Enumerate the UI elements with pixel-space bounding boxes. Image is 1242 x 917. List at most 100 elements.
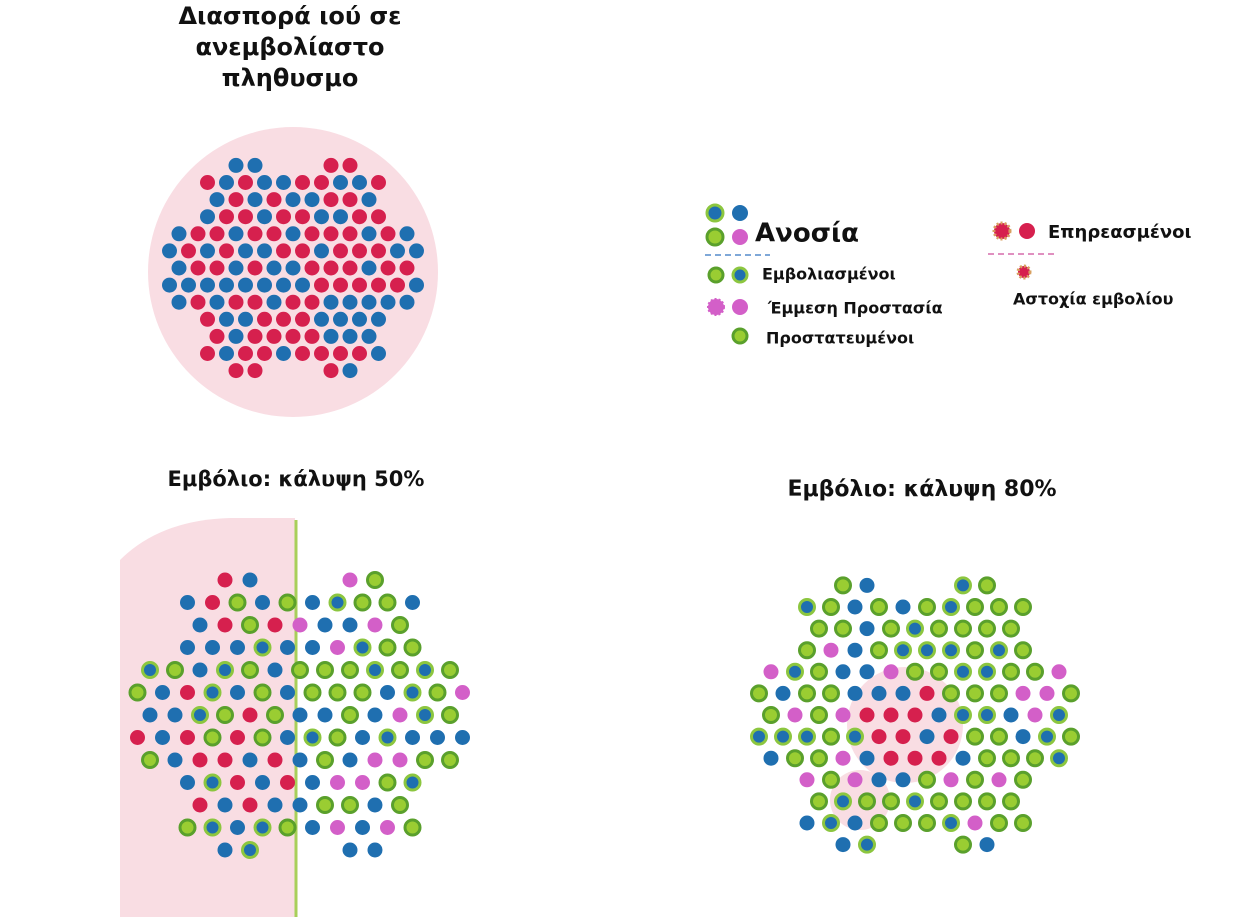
person-dot: [810, 662, 828, 681]
person-dot: [847, 685, 863, 701]
person-dot: [292, 797, 308, 813]
person-dot: [314, 311, 329, 327]
person-dot: [180, 685, 195, 700]
legend-heading: Επηρεασμένοι: [1048, 222, 1192, 243]
person-dot: [203, 683, 222, 702]
person-dot: [342, 328, 358, 344]
person-dot: [786, 749, 804, 768]
panel-title: πληθυσμο: [222, 64, 359, 92]
person-dot: [316, 661, 334, 679]
person-dot: [403, 773, 422, 792]
person-dot: [894, 641, 912, 660]
person-dot: [762, 706, 780, 724]
person-dot: [371, 311, 386, 327]
person-dot: [205, 640, 220, 655]
person-dot: [291, 661, 309, 679]
person-dot: [409, 277, 424, 293]
person-dot: [180, 730, 195, 745]
person-dot: [242, 752, 258, 768]
person-dot: [280, 775, 295, 790]
person-dot: [171, 226, 187, 242]
person-dot: [333, 346, 348, 361]
person-dot: [942, 598, 960, 616]
person-dot: [966, 727, 984, 746]
person-dot: [391, 796, 409, 814]
person-dot: [341, 796, 359, 814]
person-dot: [409, 243, 424, 259]
person-dot: [181, 277, 196, 293]
person-dot: [942, 641, 960, 660]
person-dot: [367, 797, 383, 813]
person-dot: [155, 685, 170, 700]
person-dot: [328, 728, 347, 747]
person-dot: [253, 728, 272, 747]
person-dot: [882, 619, 900, 638]
person-dot: [266, 294, 282, 310]
person-dot: [835, 664, 851, 680]
person-dot: [835, 707, 851, 723]
person-dot: [391, 616, 409, 634]
person-dot: [228, 192, 244, 208]
person-dot: [1003, 707, 1019, 723]
person-dot: [978, 792, 996, 811]
person-dot: [353, 683, 372, 702]
person-dot: [155, 730, 170, 745]
person-dot: [323, 157, 339, 173]
legend: Ανοσία Εμβολιασμένοι Έμμεση Προστασία Πρ…: [705, 203, 1192, 348]
person-dot: [943, 772, 959, 788]
person-dot: [247, 294, 263, 310]
person-dot: [380, 226, 396, 242]
person-dot: [203, 773, 222, 792]
person-dot: [978, 706, 996, 724]
person-dot: [392, 707, 408, 723]
legend-icon: [707, 298, 725, 316]
person-dot: [931, 750, 947, 766]
person-dot: [371, 209, 386, 225]
infection-zone: [847, 667, 963, 783]
person-dot: [314, 175, 329, 190]
person-dot: [285, 294, 301, 310]
person-dot: [919, 685, 935, 701]
person-dot: [217, 617, 233, 633]
person-dot: [823, 642, 839, 658]
person-dot: [847, 772, 863, 788]
person-dot: [304, 192, 320, 208]
person-dot: [871, 772, 887, 788]
person-dot: [895, 729, 911, 745]
person-dot: [241, 841, 259, 859]
person-dot: [285, 192, 301, 208]
person-dot: [228, 260, 244, 276]
person-dot: [906, 662, 924, 681]
person-dot: [931, 707, 947, 723]
person-dot: [241, 616, 259, 634]
person-dot: [870, 598, 888, 616]
person-dot: [255, 775, 270, 790]
person-dot: [978, 619, 996, 638]
person-dot: [799, 772, 815, 788]
person-dot: [219, 175, 234, 190]
person-dot: [930, 619, 948, 638]
person-dot: [1015, 729, 1031, 745]
person-dot: [228, 226, 244, 242]
person-dot: [285, 328, 301, 344]
person-dot: [305, 640, 320, 655]
person-dot: [316, 751, 334, 769]
person-dot: [798, 641, 816, 660]
person-dot: [883, 750, 899, 766]
person-dot: [200, 243, 215, 259]
person-dot: [907, 750, 923, 766]
person-dot: [171, 294, 187, 310]
person-dot: [943, 729, 959, 745]
person-dot: [304, 226, 320, 242]
person-dot: [219, 209, 234, 225]
person-dot: [333, 175, 348, 190]
person-dot: [366, 661, 384, 679]
person-dot: [191, 706, 209, 724]
person-dot: [967, 815, 983, 831]
person-dot: [1002, 749, 1020, 768]
person-dot: [405, 730, 420, 745]
person-dot: [342, 363, 358, 379]
person-dot: [361, 192, 377, 208]
person-dot: [930, 792, 948, 811]
person-dot: [834, 619, 852, 638]
